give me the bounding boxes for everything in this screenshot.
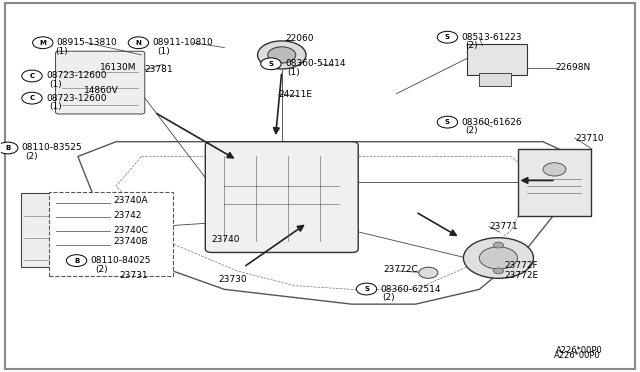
- Circle shape: [356, 283, 377, 295]
- Text: 08915-13810: 08915-13810: [57, 38, 118, 47]
- Text: S: S: [445, 119, 450, 125]
- Circle shape: [22, 92, 42, 104]
- Circle shape: [128, 37, 148, 49]
- Text: 08723-12600: 08723-12600: [46, 71, 106, 80]
- Text: 08360-61626: 08360-61626: [461, 118, 522, 126]
- Circle shape: [437, 31, 458, 43]
- Text: C: C: [29, 73, 35, 79]
- Circle shape: [493, 268, 504, 274]
- Text: 23730: 23730: [218, 275, 246, 283]
- Text: 23772E: 23772E: [505, 271, 539, 280]
- Text: 22698N: 22698N: [556, 63, 591, 72]
- Text: 08110-84025: 08110-84025: [91, 256, 151, 265]
- Bar: [518, 149, 591, 215]
- Bar: [49, 192, 173, 276]
- Text: 22060: 22060: [285, 34, 314, 43]
- Circle shape: [493, 242, 504, 248]
- FancyBboxPatch shape: [56, 51, 145, 114]
- Circle shape: [33, 37, 53, 49]
- Text: (1): (1): [49, 80, 62, 89]
- Text: (1): (1): [287, 68, 300, 77]
- Circle shape: [260, 58, 281, 70]
- Circle shape: [268, 47, 296, 63]
- Bar: [20, 193, 97, 267]
- Text: (2): (2): [465, 41, 478, 50]
- Circle shape: [22, 70, 42, 82]
- Circle shape: [257, 41, 306, 69]
- Text: A226*00P0: A226*00P0: [556, 346, 602, 355]
- Text: M: M: [40, 40, 46, 46]
- Text: 24211E: 24211E: [278, 90, 312, 99]
- Text: (2): (2): [26, 152, 38, 161]
- Text: 23772C: 23772C: [384, 264, 419, 273]
- Bar: [467, 44, 527, 75]
- Text: N: N: [136, 40, 141, 46]
- Bar: [479, 73, 511, 86]
- Text: 23740A: 23740A: [113, 196, 148, 205]
- Text: 08723-12600: 08723-12600: [46, 94, 106, 103]
- Text: 08360-62514: 08360-62514: [381, 285, 441, 294]
- Circle shape: [437, 116, 458, 128]
- Text: (1): (1): [157, 47, 170, 56]
- Text: A226*00P0: A226*00P0: [554, 350, 600, 359]
- Text: 23742: 23742: [113, 211, 141, 220]
- Text: (2): (2): [465, 126, 478, 135]
- Text: B: B: [74, 257, 79, 264]
- Text: 16130M: 16130M: [100, 63, 137, 72]
- Text: 23781: 23781: [145, 65, 173, 74]
- Text: (1): (1): [56, 47, 68, 56]
- Text: C: C: [29, 95, 35, 101]
- Text: (2): (2): [383, 293, 395, 302]
- Text: S: S: [268, 61, 273, 67]
- Text: 08911-10810: 08911-10810: [152, 38, 213, 47]
- Text: S: S: [364, 286, 369, 292]
- Text: 08110-83525: 08110-83525: [22, 144, 83, 153]
- Circle shape: [67, 255, 87, 266]
- Text: 23771: 23771: [489, 222, 518, 231]
- FancyBboxPatch shape: [205, 142, 358, 253]
- Text: B: B: [5, 145, 10, 151]
- Text: 23740C: 23740C: [113, 226, 148, 235]
- Text: 23731: 23731: [119, 271, 148, 280]
- Circle shape: [419, 267, 438, 278]
- Circle shape: [479, 247, 518, 269]
- Text: 23740: 23740: [212, 235, 240, 244]
- Circle shape: [543, 163, 566, 176]
- Text: (1): (1): [49, 102, 62, 111]
- Text: 14860V: 14860V: [84, 86, 119, 94]
- Circle shape: [0, 142, 18, 154]
- Text: 08360-51414: 08360-51414: [285, 59, 346, 68]
- Text: 23710: 23710: [575, 134, 604, 142]
- Text: (2): (2): [96, 264, 108, 273]
- Circle shape: [463, 238, 534, 278]
- Text: S: S: [445, 34, 450, 40]
- Text: 23740B: 23740B: [113, 237, 148, 246]
- Text: 08513-61223: 08513-61223: [461, 33, 522, 42]
- Text: 23772F: 23772F: [505, 261, 538, 270]
